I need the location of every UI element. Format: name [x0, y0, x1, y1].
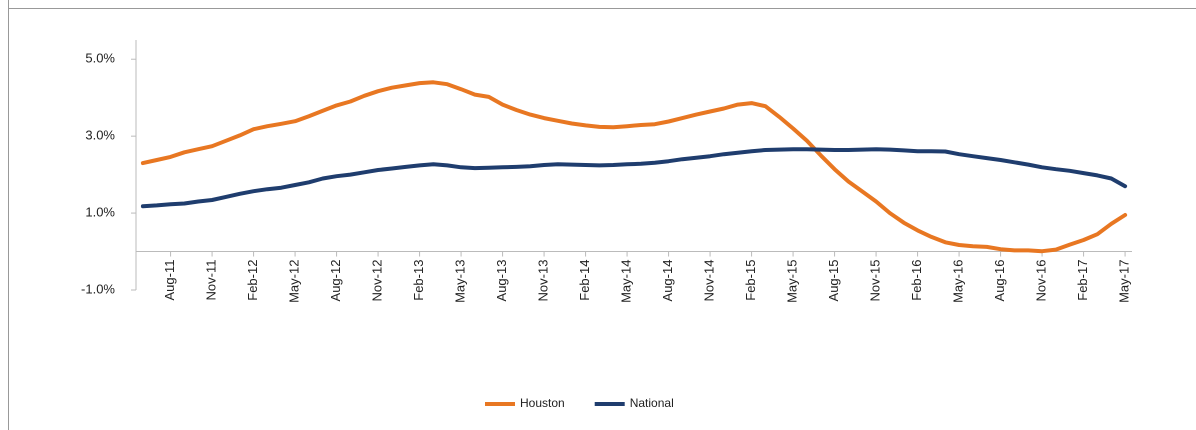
x-tick-label: Feb-12: [245, 260, 260, 301]
x-tick-label: Feb-13: [411, 260, 426, 301]
y-tick-label: 5.0%: [85, 51, 115, 66]
x-tick-label: Feb-14: [577, 260, 592, 301]
y-tick-label: 1.0%: [85, 205, 115, 220]
x-tick-label: Nov-11: [204, 260, 219, 301]
y-tick-label: 3.0%: [85, 128, 115, 143]
x-tick-label: May-15: [785, 260, 800, 303]
x-tick-label: Aug-15: [826, 260, 841, 302]
x-tick-label: May-13: [453, 260, 468, 303]
x-tick-label: Aug-13: [494, 260, 509, 302]
series-line: [140, 80, 1128, 254]
x-tick-label: Aug-11: [162, 260, 177, 301]
x-tick-label: Nov-14: [702, 260, 717, 302]
legend-label: National: [630, 396, 674, 410]
x-tick-label: May-17: [1117, 260, 1132, 303]
x-tick-label: Nov-15: [868, 260, 883, 302]
legend-label: Houston: [520, 396, 565, 410]
x-tick-label: Nov-12: [370, 260, 385, 302]
x-tick-label: May-14: [619, 260, 634, 303]
x-tick-label: Nov-13: [536, 260, 551, 302]
x-tick-label: Nov-16: [1034, 260, 1049, 302]
series-line: [140, 147, 1128, 209]
y-tick-label: -1.0%: [81, 281, 115, 296]
x-tick-label: Aug-14: [660, 260, 675, 302]
x-tick-label: Aug-16: [992, 260, 1007, 302]
x-tick-label: Feb-15: [743, 260, 758, 301]
x-tick-label: Feb-16: [909, 260, 924, 301]
x-tick-label: May-16: [951, 260, 966, 303]
x-tick-label: Aug-12: [328, 260, 343, 302]
x-tick-label: Feb-17: [1075, 260, 1090, 301]
x-tick-label: May-12: [287, 260, 302, 303]
